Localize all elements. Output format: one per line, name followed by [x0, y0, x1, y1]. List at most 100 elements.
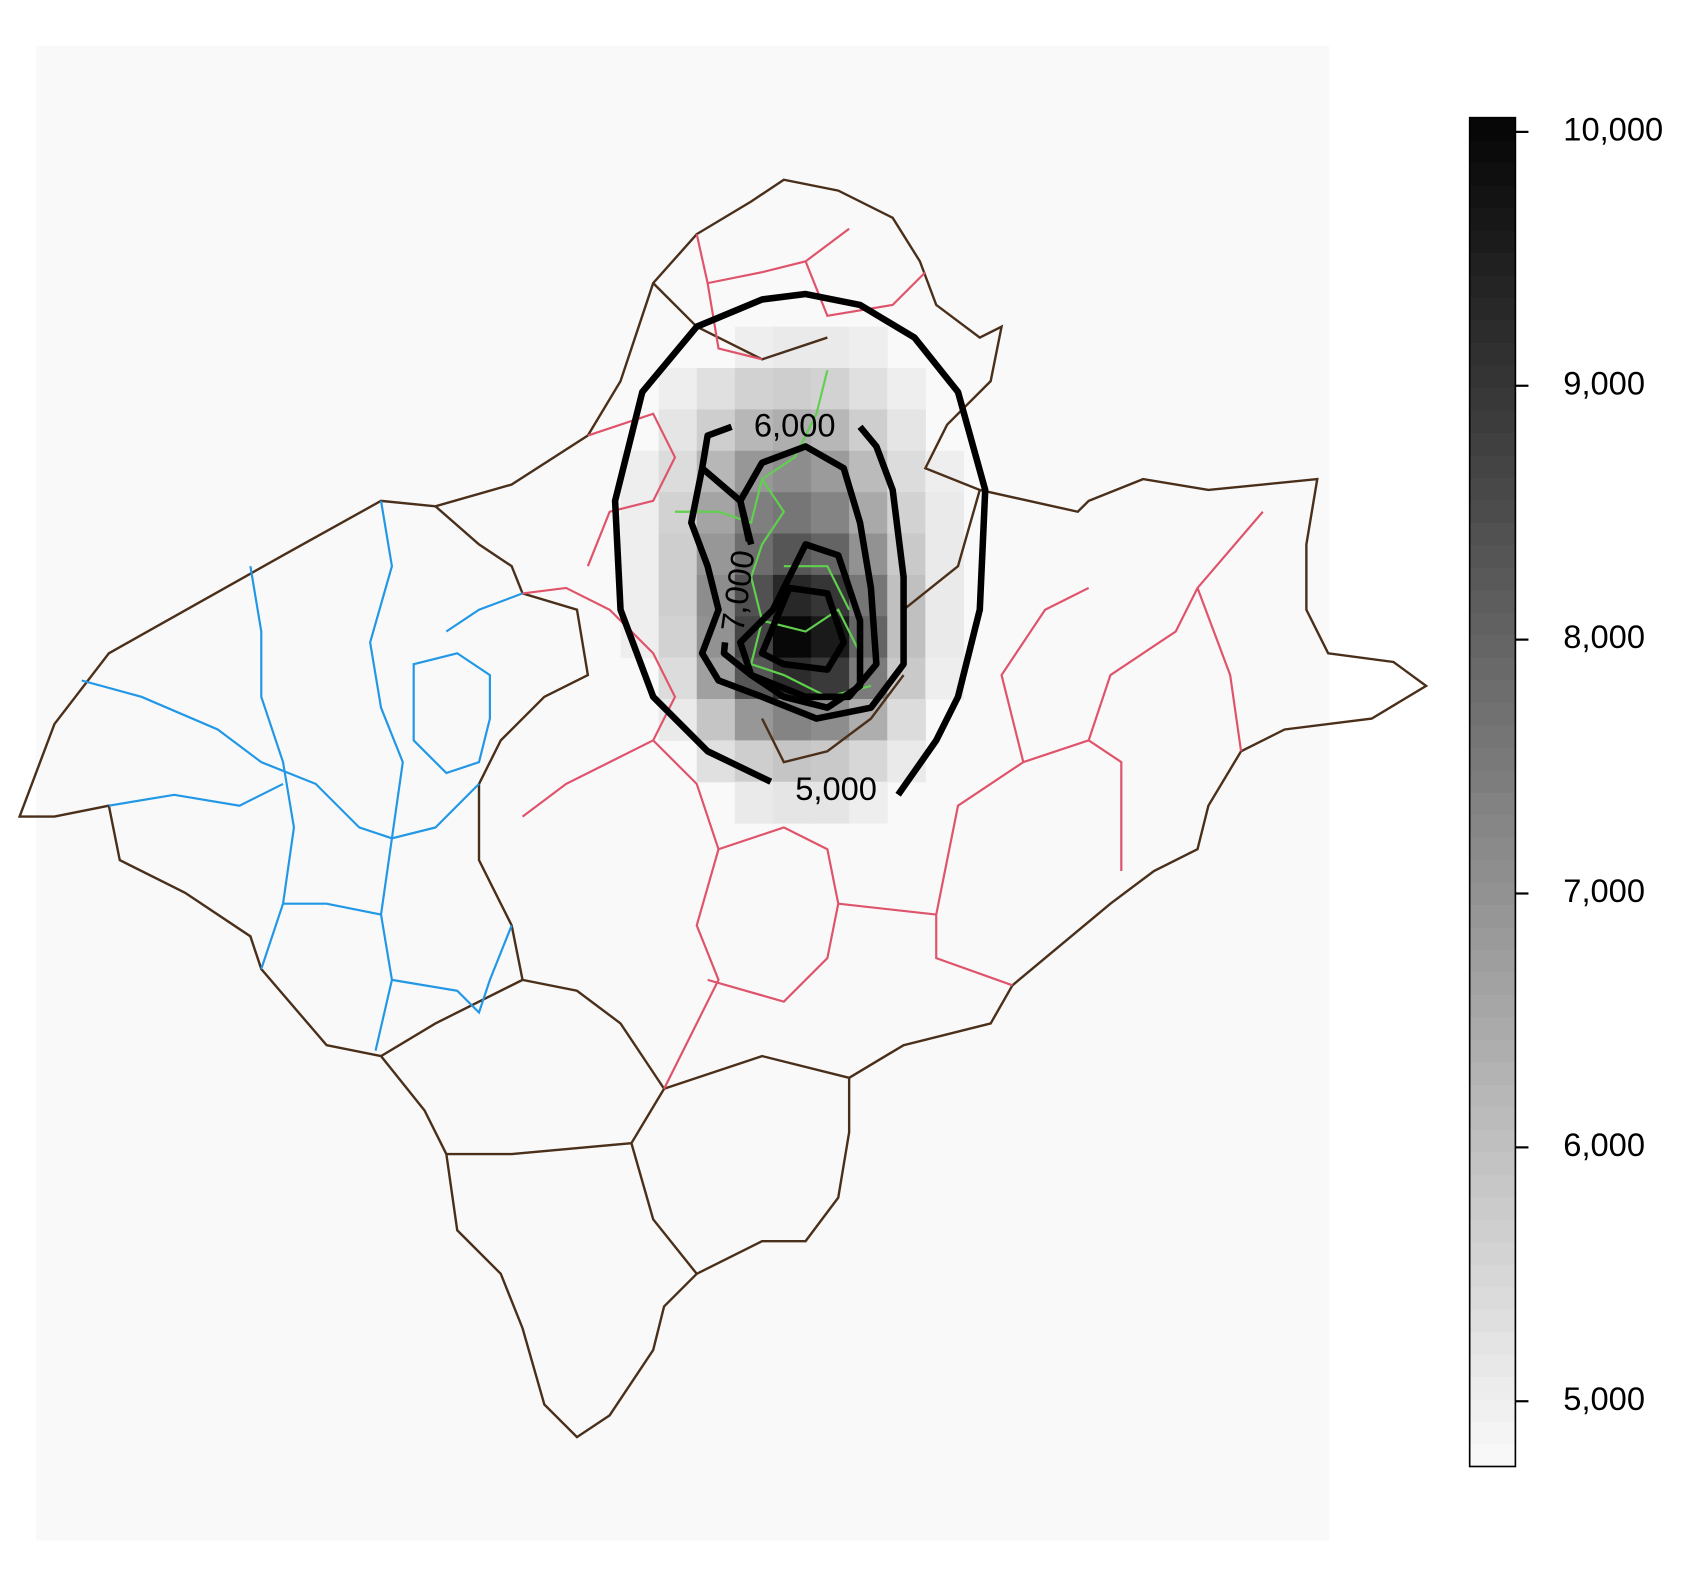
colorbar-step — [1469, 567, 1516, 591]
colorbar-step — [1469, 432, 1516, 456]
colorbar-step — [1469, 140, 1516, 164]
raster-cell — [925, 616, 964, 659]
colorbar-tick-label: 8,000 — [1563, 618, 1645, 655]
raster-cell — [887, 698, 926, 741]
colorbar-frame — [1468, 116, 1517, 1468]
raster-cell — [811, 781, 850, 824]
colorbar-tick-label: 7,000 — [1563, 872, 1645, 909]
raster-cell — [849, 616, 888, 659]
colorbar-step — [1469, 1151, 1516, 1175]
raster-cell — [849, 326, 888, 369]
raster-cell — [734, 698, 774, 741]
colorbar-step — [1469, 454, 1516, 478]
colorbar-step — [1469, 814, 1516, 838]
raster-cell — [772, 326, 812, 369]
colorbar-step — [1469, 544, 1516, 568]
colorbar-tick-label: 10,000 — [1563, 111, 1663, 148]
colorbar-step — [1469, 1354, 1516, 1378]
colorbar-step — [1469, 657, 1516, 681]
raster-cell — [849, 368, 888, 410]
boundaries — [17, 178, 1429, 1439]
colorbar-step — [1469, 589, 1516, 613]
district-border — [521, 227, 1264, 1090]
colorbar-step — [1469, 1421, 1516, 1445]
colorbar-step — [1469, 881, 1516, 906]
colorbar-step — [1469, 522, 1516, 546]
raster-cell — [772, 616, 812, 659]
region-outline — [17, 178, 1429, 1439]
contour-label: 5,000 — [795, 770, 877, 807]
raster-cell — [811, 492, 850, 535]
colorbar-step — [1469, 230, 1516, 254]
colorbar-step — [1469, 634, 1516, 658]
raster-cell — [734, 781, 774, 824]
colorbar-step — [1469, 1376, 1516, 1400]
colorbar-step — [1469, 1016, 1516, 1040]
colorbar-step — [1469, 1264, 1516, 1288]
raster-cell — [696, 368, 736, 410]
colorbar-step — [1469, 162, 1516, 186]
colorbar-step — [1469, 926, 1516, 950]
colorbar-step — [1469, 837, 1516, 861]
colorbar-step — [1469, 185, 1516, 209]
raster-cell — [887, 409, 926, 452]
colorbar-step — [1469, 252, 1516, 276]
colorbar-step — [1469, 1039, 1516, 1063]
density-raster — [620, 326, 964, 824]
colorbar-step — [1469, 342, 1516, 366]
raster-cell — [772, 368, 812, 410]
raster-cell — [811, 368, 850, 410]
raster-cell — [658, 574, 698, 617]
raster-cell — [734, 409, 774, 452]
colorbar-step — [1469, 275, 1516, 299]
colorbar-step — [1469, 477, 1516, 501]
raster-cell — [620, 533, 660, 576]
contour-label: 6,000 — [754, 407, 836, 444]
raster-cell — [658, 409, 698, 452]
raster-cell — [849, 781, 888, 824]
raster-cell — [849, 740, 888, 783]
raster-cell — [925, 574, 964, 617]
raster-cell — [620, 574, 660, 617]
colorbar-step — [1469, 1061, 1516, 1085]
colorbar-tick-label: 6,000 — [1563, 1126, 1645, 1163]
colorbar-step — [1469, 319, 1516, 344]
raster-cell — [811, 409, 850, 452]
raster-cell — [620, 492, 660, 535]
colorbar-step — [1469, 769, 1516, 793]
colorbar-step — [1469, 859, 1516, 883]
raster-cell — [811, 740, 850, 783]
colorbar-tick-label: 9,000 — [1563, 364, 1645, 401]
colorbar-step — [1469, 364, 1516, 388]
colorbar-step — [1469, 207, 1516, 231]
colorbar-step — [1469, 1106, 1516, 1130]
colorbar-step — [1469, 117, 1516, 141]
raster-cell — [658, 616, 698, 659]
colorbar-step — [1469, 1219, 1516, 1243]
district-border — [81, 500, 523, 1051]
colorbar-step — [1469, 1331, 1516, 1355]
raster-cell — [696, 698, 736, 741]
colorbar-step — [1469, 1286, 1516, 1310]
colorbar-step — [1469, 409, 1516, 433]
raster-cell — [772, 740, 812, 783]
raster-cell — [696, 492, 736, 535]
colorbar-step — [1469, 1399, 1516, 1423]
raster-cell — [925, 492, 964, 535]
raster-cell — [887, 533, 926, 576]
contour-line — [737, 541, 864, 711]
colorbar-step — [1469, 747, 1516, 771]
contour-line — [758, 584, 847, 673]
raster-cell — [887, 368, 926, 410]
colorbar-step — [1469, 904, 1516, 928]
colorbar-step — [1469, 612, 1516, 636]
colorbar-step — [1469, 1084, 1516, 1108]
colorbar-step — [1469, 702, 1516, 726]
colorbar-tick-label: 5,000 — [1563, 1380, 1645, 1417]
raster-cell — [772, 781, 812, 824]
colorbar-step — [1469, 1309, 1516, 1333]
colorbar-step — [1469, 1174, 1516, 1198]
contour-line — [611, 290, 989, 797]
